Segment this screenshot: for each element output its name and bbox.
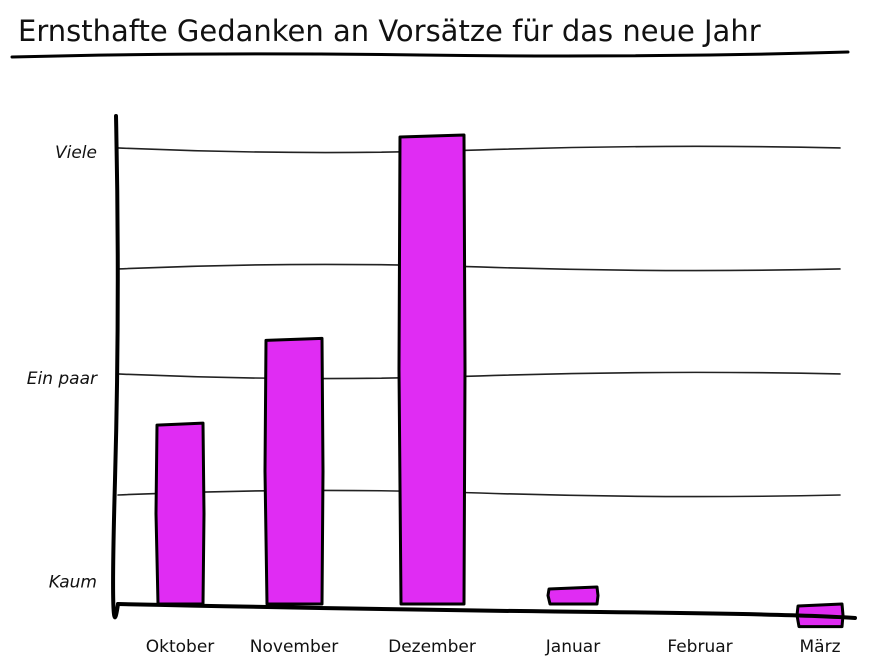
y-tick-label: Kaum (49, 572, 97, 592)
bar-november (263, 336, 325, 606)
x-tick-label: Februar (667, 637, 732, 657)
y-tick-label: Ein paar (27, 369, 98, 389)
gridline (117, 263, 841, 272)
x-tick-label: Dezember (388, 637, 476, 657)
x-tick-label: Januar (545, 637, 600, 657)
y-axis (111, 114, 120, 620)
bar-januar (546, 585, 600, 606)
axes (111, 114, 857, 620)
gridline (117, 145, 841, 154)
gridline (117, 371, 841, 380)
x-tick-label: November (250, 637, 338, 657)
gridlines (117, 145, 841, 498)
bar-dezember (397, 133, 467, 606)
bars (154, 133, 845, 629)
gridline (117, 489, 841, 498)
x-axis (116, 602, 857, 620)
bar-oktober (154, 421, 206, 606)
y-tick-label: Viele (55, 143, 97, 163)
y-tick-labels: Kaum Ein paar Viele (27, 143, 98, 592)
x-tick-labels: Oktober November Dezember Januar Februar März (146, 637, 841, 657)
x-tick-label: März (800, 637, 841, 657)
title-underline (10, 50, 850, 59)
chart-title: Ernsthafte Gedanken an Vorsätze für das … (18, 14, 761, 48)
x-tick-label: Oktober (146, 637, 215, 657)
